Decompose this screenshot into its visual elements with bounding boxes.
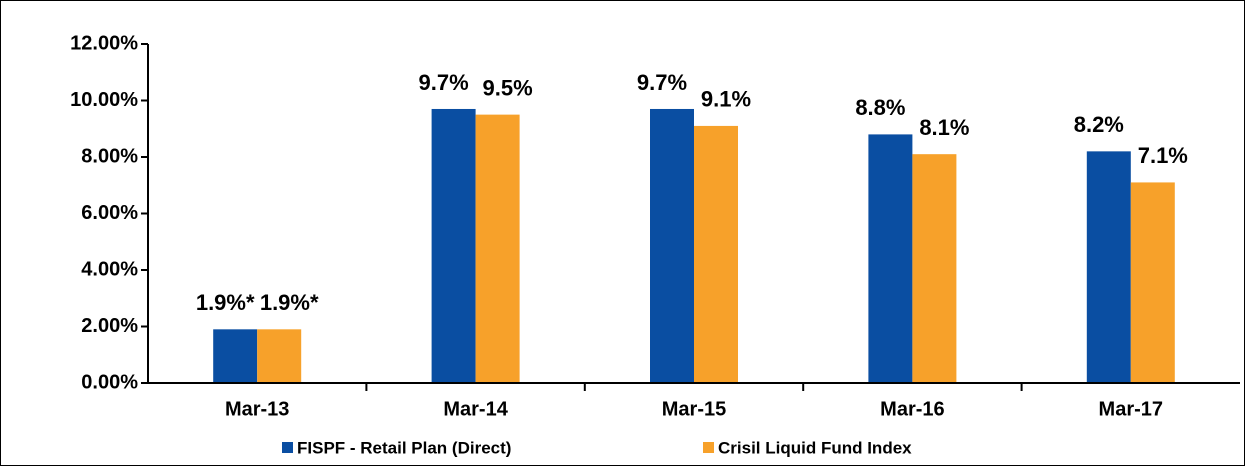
y-tick-label: 12.00% (70, 32, 138, 54)
x-tick-label: Mar-15 (662, 398, 726, 420)
bar (475, 114, 520, 383)
legend-label: Crisil Liquid Fund Index (718, 438, 912, 457)
x-tick-label: Mar-13 (225, 398, 289, 420)
data-label: 1.9%* (260, 290, 319, 315)
bar (650, 108, 694, 383)
x-tick-label: Mar-16 (880, 398, 944, 420)
data-label: 8.2% (1074, 112, 1124, 137)
y-tick-label: 10.00% (70, 89, 138, 111)
bar (868, 134, 913, 383)
y-tick-label: 8.00% (81, 145, 138, 167)
data-label: 8.1% (919, 115, 969, 140)
data-label: 9.5% (483, 75, 533, 100)
data-label: 9.7% (419, 70, 469, 95)
bar (1130, 182, 1175, 383)
bar (694, 125, 738, 384)
bar (431, 108, 476, 383)
y-tick-label: 0.00% (81, 371, 138, 393)
bar (257, 329, 302, 383)
x-tick-label: Mar-17 (1099, 398, 1163, 420)
data-label: 8.8% (855, 95, 905, 120)
x-tick-label: Mar-14 (443, 398, 508, 420)
legend-swatch (282, 442, 293, 453)
bar (1086, 151, 1131, 383)
data-label: 7.1% (1138, 143, 1188, 168)
legend-swatch (703, 442, 714, 453)
data-label: 9.1% (701, 87, 751, 112)
data-label: 1.9%* (196, 290, 255, 315)
data-label: 9.7% (637, 70, 687, 95)
y-tick-label: 2.00% (81, 315, 138, 337)
y-tick-label: 4.00% (81, 258, 138, 280)
bar (213, 329, 258, 383)
legend-label: FISPF - Retail Plan (Direct) (297, 438, 511, 457)
y-tick-label: 6.00% (81, 202, 138, 224)
bar (912, 154, 957, 383)
